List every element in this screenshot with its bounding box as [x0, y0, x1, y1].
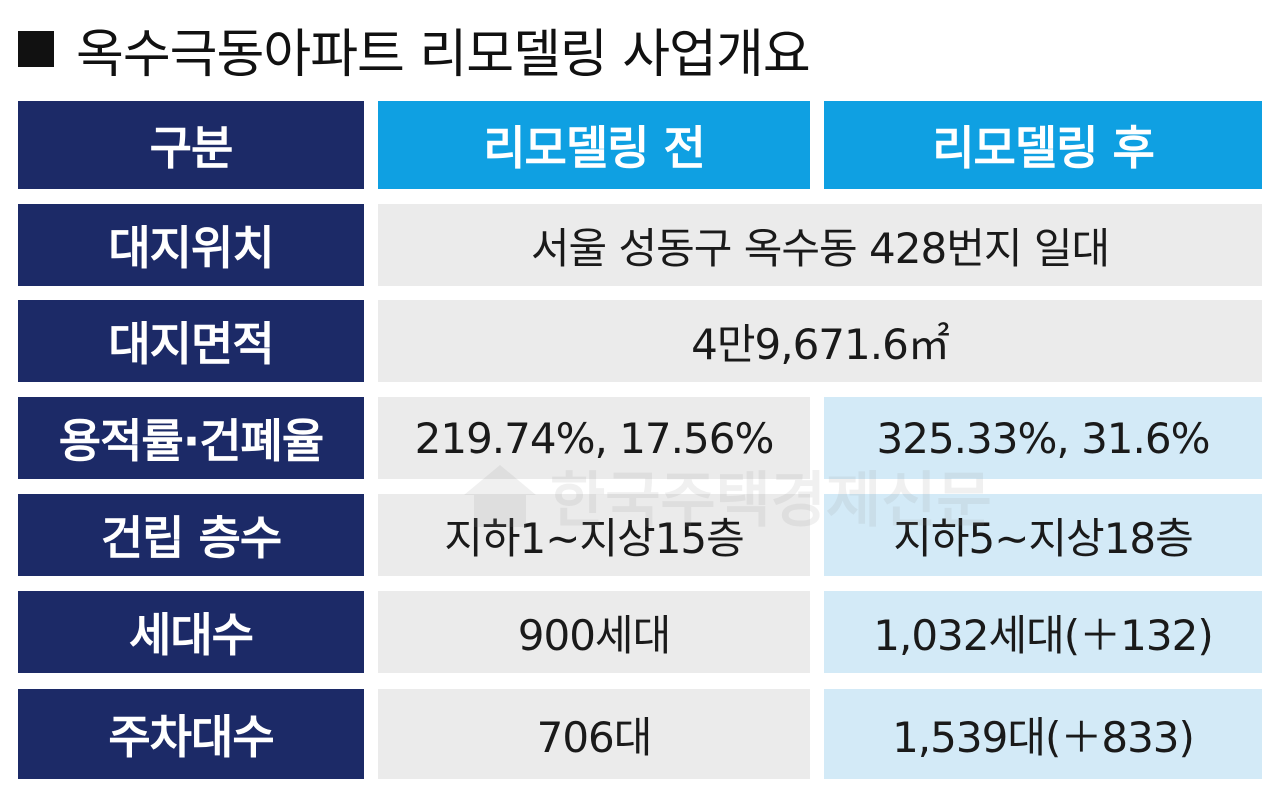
parking-after: 1,539대(＋833)	[824, 689, 1262, 779]
households-before: 900세대	[378, 591, 810, 673]
bullet-square-icon	[18, 31, 54, 67]
row-label-site-area: 대지면적	[18, 300, 364, 382]
floor-area-ratio-before: 219.74%, 17.56%	[378, 397, 810, 479]
site-area-value: 4만9,671.6㎡	[378, 300, 1262, 382]
row-label-parking: 주차대수	[18, 689, 364, 779]
header-after-cell: 리모델링 후	[824, 101, 1262, 189]
header-before-cell: 리모델링 전	[378, 101, 810, 189]
row-label-households: 세대수	[18, 591, 364, 673]
floor-area-ratio-after: 325.33%, 31.6%	[824, 397, 1262, 479]
title-text: 옥수극동아파트 리모델링 사업개요	[76, 24, 811, 85]
row-label-floor-area-ratio: 용적률·건폐율	[18, 397, 364, 479]
row-label-site-location: 대지위치	[18, 204, 364, 286]
parking-before: 706대	[378, 689, 810, 779]
header-category-cell: 구분	[18, 101, 364, 189]
row-label-building-floors: 건립 층수	[18, 494, 364, 576]
building-floors-before: 지하1∼지상15층	[378, 494, 810, 576]
page-title: 옥수극동아파트 리모델링 사업개요	[18, 14, 811, 85]
site-location-value: 서울 성동구 옥수동 428번지 일대	[378, 204, 1262, 286]
households-after: 1,032세대(＋132)	[824, 591, 1262, 673]
building-floors-after: 지하5∼지상18층	[824, 494, 1262, 576]
